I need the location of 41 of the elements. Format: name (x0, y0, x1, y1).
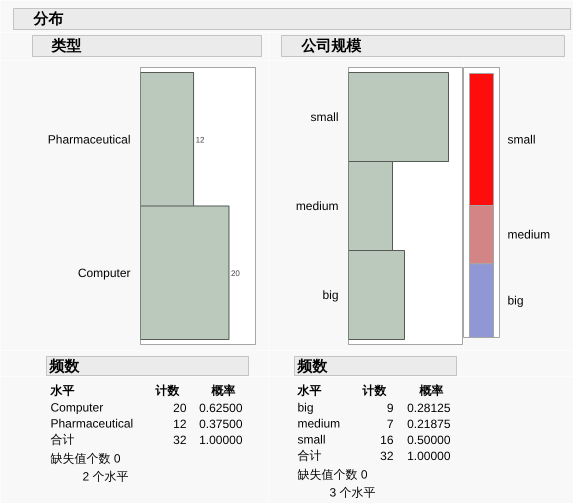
series-label: medium (508, 228, 550, 242)
text: 水平 (50, 384, 74, 398)
chart-title: 公司规模 (300, 38, 362, 54)
data-label: 1.00000 (199, 433, 243, 447)
data-label: 0.50000 (407, 433, 451, 447)
data-label: 0.37500 (199, 417, 243, 431)
category-label: 合计 (50, 432, 74, 446)
y-tick-label: big (322, 288, 338, 302)
text: 概率 (418, 384, 444, 398)
data-label: 9 (386, 401, 394, 415)
data-label: 20 (173, 401, 187, 415)
chart-title: 类型 (50, 38, 82, 54)
data-label: 12 (173, 417, 187, 431)
text: 频数 (296, 358, 328, 375)
category-label: Computer (50, 400, 104, 414)
text: 2 个水平 (82, 470, 129, 484)
data-label: 0.28125 (407, 401, 451, 415)
data-label: 7 (386, 417, 394, 431)
text: 频数 (48, 358, 80, 375)
series-label: 计数 (154, 384, 180, 398)
text: 水平 (296, 384, 322, 398)
series-label: small (508, 132, 536, 146)
data-label: 1.00000 (407, 449, 451, 463)
data-label: 12 (196, 135, 206, 144)
data-label: 0.62500 (199, 401, 243, 415)
data-label: 20 (230, 268, 240, 278)
data-label: 0.21875 (407, 417, 451, 431)
series-label: big (508, 294, 524, 308)
y-tick-label: small (310, 110, 339, 124)
category-label: small (298, 432, 326, 446)
y-tick-label: medium (296, 199, 339, 213)
text: 3 个水平 (330, 486, 376, 500)
data-label: 32 (173, 433, 187, 447)
text: 概率 (210, 384, 236, 398)
category-label: big (298, 400, 314, 414)
category-label: 合计 (298, 448, 322, 462)
text: 缺失值个数 0 (298, 468, 368, 482)
data-label: 32 (380, 449, 394, 463)
text: 缺失值个数 0 (50, 452, 121, 466)
data-label: 16 (380, 433, 394, 447)
series-label: 计数 (362, 384, 388, 398)
